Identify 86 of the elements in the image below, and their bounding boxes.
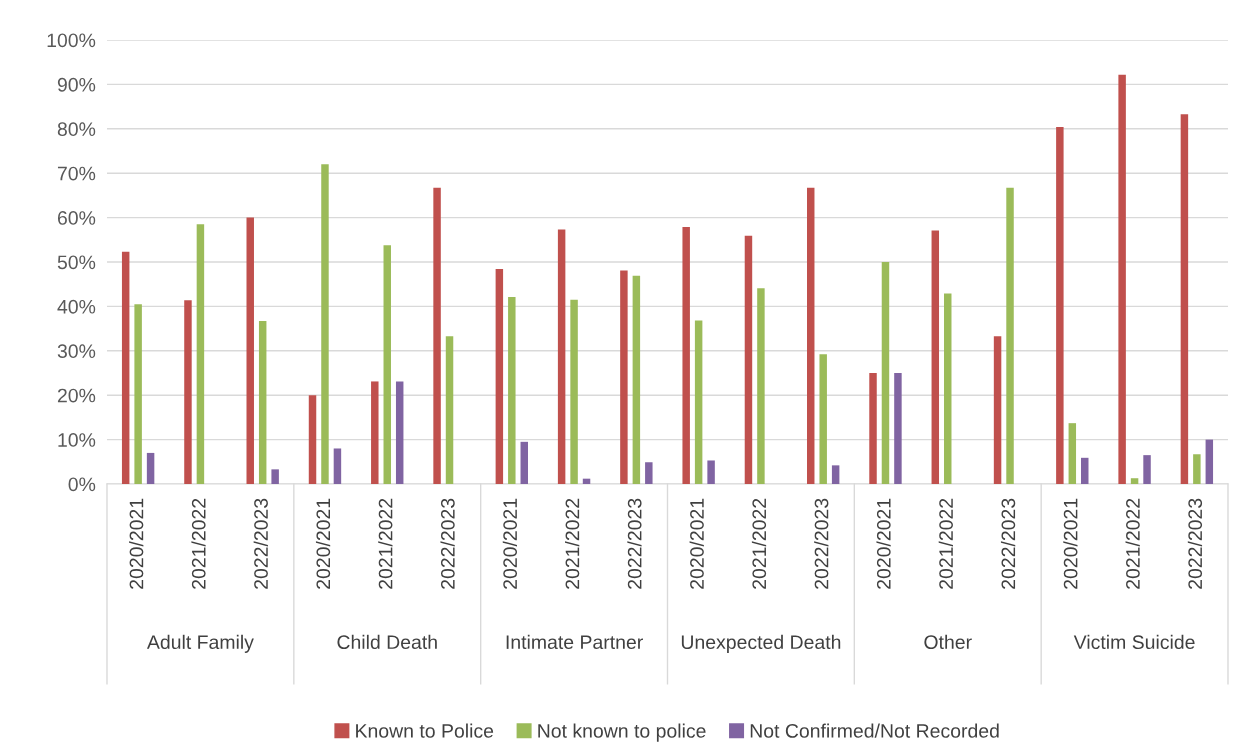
- text: Unexpected Death: [681, 634, 841, 653]
- bar: [433, 187, 441, 484]
- y-tick-label: 40%: [57, 299, 96, 314]
- bar: [383, 245, 391, 484]
- bar: [395, 381, 404, 484]
- bar: [694, 320, 703, 484]
- bar: [931, 230, 940, 484]
- bar: [371, 381, 379, 484]
- y-tick-label: 10%: [58, 433, 96, 447]
- x-tick-label: 2022/2023: [1000, 498, 1016, 589]
- y-tick-label: 30%: [57, 344, 96, 359]
- x-tick-label: 2021/2022: [751, 498, 767, 589]
- x-tick-label: 2022/2023: [1187, 498, 1203, 589]
- bar: [570, 299, 578, 484]
- bar: [1143, 455, 1151, 484]
- bar: [121, 251, 130, 484]
- bar: [707, 460, 715, 484]
- bar: [894, 373, 902, 484]
- bar: [508, 297, 516, 484]
- bar: [632, 275, 641, 484]
- y-tick-label: 80%: [57, 122, 96, 137]
- x-tick-label: 2020/2021: [129, 498, 144, 589]
- bar: [321, 164, 329, 484]
- x-tick-label: 2022/2023: [814, 498, 829, 589]
- x-tick-label: 2021/2022: [378, 498, 393, 589]
- text: Intimate Partner: [506, 634, 643, 650]
- bar: [831, 465, 840, 484]
- x-tick-label: 2020/2021: [876, 498, 891, 589]
- bar: [1130, 478, 1139, 484]
- y-tick-label: 90%: [57, 77, 96, 92]
- x-tick-label: 2020/2021: [502, 498, 518, 589]
- y-tick-label: 20%: [57, 388, 96, 403]
- bar: [333, 448, 342, 484]
- bar: [1118, 74, 1126, 484]
- bar: [557, 229, 566, 484]
- bar: [184, 300, 192, 484]
- bar: [807, 187, 815, 484]
- x-tick-label: 2021/2022: [938, 498, 953, 589]
- bar: [744, 235, 753, 484]
- bar: [1180, 114, 1189, 484]
- text: Adult Family: [146, 634, 254, 653]
- x-tick-label: 2020/2021: [689, 498, 704, 589]
- bar: [1193, 454, 1201, 484]
- bar: [1081, 457, 1089, 484]
- bar: [246, 217, 254, 484]
- bar: [869, 373, 877, 484]
- y-tick-label: 70%: [57, 166, 96, 181]
- bar: [196, 224, 205, 484]
- bar: [520, 441, 528, 484]
- bar: [258, 321, 267, 484]
- legend-label: Known to Police: [356, 723, 494, 738]
- y-tick-label: 60%: [57, 211, 96, 225]
- bar: [134, 304, 142, 484]
- bar: [1056, 127, 1064, 484]
- text: Victim Suicide: [1073, 634, 1195, 650]
- x-tick-label: 2020/2021: [315, 498, 331, 589]
- x-tick-label: 2021/2022: [1125, 498, 1140, 589]
- x-tick-label: 2022/2023: [627, 498, 642, 589]
- bar: [993, 336, 1002, 484]
- x-tick-label: 2022/2023: [253, 498, 268, 589]
- bar: [1006, 187, 1014, 484]
- y-tick-label: 0%: [68, 477, 96, 492]
- bar: [620, 270, 628, 484]
- y-tick-label: 50%: [57, 255, 96, 270]
- bar: [645, 462, 653, 484]
- bar: [271, 469, 279, 484]
- bar: [146, 452, 155, 484]
- bar: [944, 293, 952, 484]
- bar: [881, 262, 890, 484]
- bar: [1068, 423, 1077, 484]
- bar: [308, 395, 317, 484]
- bar: [445, 336, 454, 484]
- bar: [819, 354, 827, 484]
- legend-label: Not Confirmed/Not Recorded: [750, 723, 999, 738]
- bar: [495, 269, 504, 484]
- x-tick-label: 2020/2021: [1063, 498, 1078, 589]
- bar: [682, 226, 690, 484]
- bar: [757, 288, 765, 484]
- y-tick-label: 100%: [47, 33, 96, 48]
- x-tick-label: 2021/2022: [191, 498, 206, 589]
- x-tick-label: 2021/2022: [565, 498, 580, 589]
- text: Child Death: [337, 634, 437, 650]
- text: Other: [924, 634, 972, 650]
- legend-label: Not known to police: [538, 723, 706, 742]
- bar: [1205, 439, 1214, 484]
- x-tick-label: 2022/2023: [440, 498, 455, 589]
